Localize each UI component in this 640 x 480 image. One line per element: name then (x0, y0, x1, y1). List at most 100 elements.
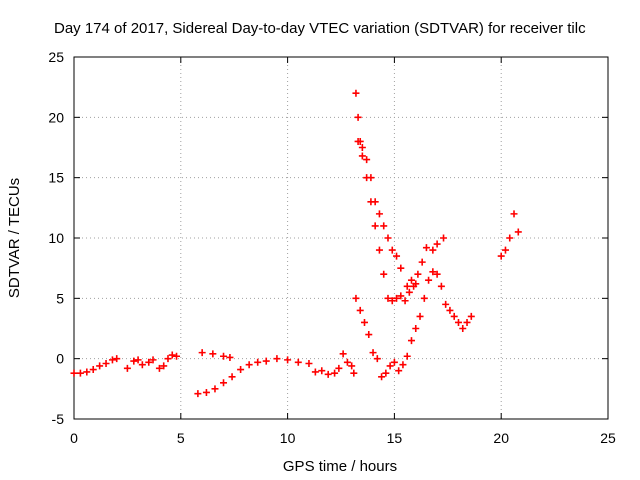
data-point (390, 358, 398, 366)
data-point (412, 280, 420, 288)
data-point (339, 350, 347, 358)
y-axis-label: SDTVAR / TECUs (6, 178, 23, 298)
data-point (429, 246, 437, 254)
data-point (102, 359, 110, 367)
data-point (352, 294, 360, 302)
data-point (433, 240, 441, 248)
data-point (228, 373, 236, 381)
data-point (354, 113, 362, 121)
data-point (412, 325, 420, 332)
data-point (399, 361, 407, 369)
data-point (335, 364, 343, 372)
data-point (380, 222, 388, 230)
data-point (130, 357, 138, 365)
data-point (354, 137, 362, 145)
data-point (440, 234, 448, 242)
data-point (149, 356, 157, 364)
data-point (418, 258, 426, 266)
x-tick-label: 5 (177, 430, 185, 446)
data-point (343, 358, 351, 366)
data-point (501, 246, 509, 254)
data-point (506, 234, 514, 242)
data-point (220, 379, 228, 387)
data-point (459, 325, 467, 332)
data-point (113, 355, 121, 363)
data-point (70, 369, 78, 377)
data-point (433, 270, 441, 278)
data-point (384, 234, 392, 242)
x-tick-label: 0 (70, 430, 78, 446)
data-point (226, 353, 234, 361)
data-point (367, 174, 375, 182)
chart-title: Day 174 of 2017, Sidereal Day-to-day VTE… (54, 20, 586, 37)
data-point (497, 252, 505, 260)
data-point (96, 362, 104, 370)
data-point (358, 152, 366, 160)
data-point (420, 294, 428, 302)
data-point (360, 318, 368, 326)
grid (74, 57, 608, 419)
data-point (369, 349, 377, 357)
y-tick-label: 20 (48, 109, 64, 125)
data-point (373, 355, 381, 363)
data-point (294, 358, 302, 366)
data-point (388, 297, 396, 305)
x-ticks: 0 5 10 15 20 25 (70, 57, 616, 446)
data-point (318, 367, 326, 375)
data-point (108, 356, 116, 364)
data-point (245, 361, 253, 369)
data-point (358, 144, 366, 151)
data-point (155, 364, 163, 372)
y-tick-label: 5 (56, 290, 64, 306)
data-point (388, 246, 396, 254)
data-point (202, 388, 210, 396)
data-point (273, 355, 281, 363)
data-point (397, 292, 405, 300)
data-point (386, 362, 394, 370)
data-point (209, 350, 217, 358)
data-point (284, 356, 292, 364)
data-point (331, 369, 339, 377)
data-point (403, 352, 411, 360)
data-point (414, 270, 422, 278)
data-point (160, 362, 168, 370)
data-points (70, 89, 522, 398)
data-point (375, 246, 383, 254)
data-point (173, 352, 181, 360)
data-point (405, 288, 413, 296)
data-point (348, 362, 356, 370)
data-point (311, 368, 319, 376)
data-point (168, 351, 176, 359)
data-point (393, 294, 401, 302)
data-point (371, 198, 379, 206)
data-point (429, 268, 437, 276)
data-point (371, 222, 379, 230)
data-point (145, 358, 153, 366)
y-tick-label: 25 (48, 49, 64, 65)
data-point (425, 276, 433, 284)
data-point (393, 252, 401, 260)
data-point (365, 331, 373, 339)
data-point (401, 297, 409, 305)
data-point (442, 300, 450, 308)
data-point (356, 306, 364, 314)
y-tick-label: 0 (56, 351, 64, 367)
data-point (397, 264, 405, 272)
data-point (422, 244, 430, 252)
data-point (262, 357, 270, 365)
y-tick-label: 10 (48, 230, 64, 246)
data-point (467, 312, 475, 320)
y-tick-label: -5 (52, 411, 65, 427)
y-tick-label: 15 (48, 170, 64, 186)
data-point (384, 294, 392, 302)
data-point (89, 366, 97, 374)
data-point (305, 359, 313, 367)
data-point (407, 337, 415, 345)
data-point (324, 370, 332, 378)
data-point (76, 369, 84, 377)
x-tick-label: 10 (280, 430, 296, 446)
data-point (378, 373, 386, 381)
data-point (407, 276, 415, 284)
data-point (454, 318, 462, 326)
